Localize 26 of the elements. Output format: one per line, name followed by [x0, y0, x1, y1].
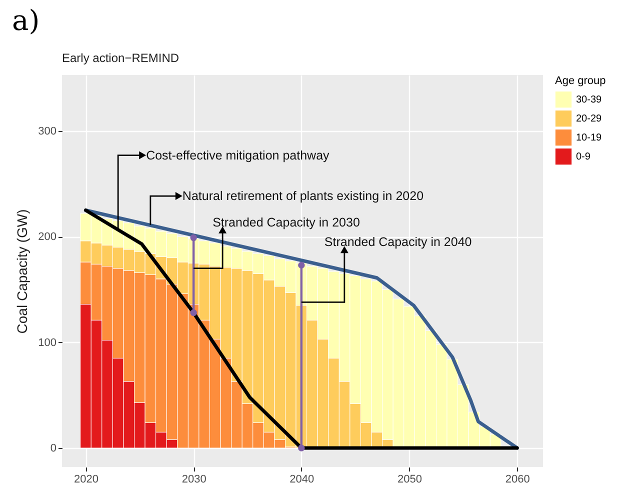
x-tick-label: 2030 — [182, 474, 206, 486]
y-axis-title: Coal Capacity (GW) — [14, 209, 30, 334]
legend-label: 30-39 — [576, 94, 602, 106]
chart-title: Early action−REMIND — [62, 51, 180, 65]
legend-label: 20-29 — [576, 114, 602, 124]
y-tick-label: 200 — [38, 231, 56, 244]
legend-label: 0-9 — [576, 152, 591, 162]
point — [190, 234, 197, 242]
x-tick-label: 2060 — [505, 474, 530, 486]
annotation: Natural retirement of plants existing in 2020 — [182, 189, 424, 204]
annotation: Cost-effective mitigation pathway — [146, 148, 330, 162]
x-tick-label: 2040 — [290, 474, 314, 486]
legend-label: 10-19 — [576, 132, 602, 144]
line-series — [84, 208, 519, 450]
y-tick-label: 300 — [38, 126, 56, 138]
y-tick-label: 100 — [38, 336, 56, 349]
text: a) — [12, 4, 40, 37]
annotation: Stranded Capacity in 2040 — [324, 235, 472, 250]
x-tick-label: 2050 — [398, 474, 422, 486]
point — [298, 262, 305, 269]
annotation: Stranded Capacity in 2030 — [212, 215, 360, 230]
x-tick-label: 2020 — [74, 474, 98, 486]
y-tick-label: 0 — [50, 442, 56, 454]
legend-title: Age group — [555, 75, 606, 87]
point — [190, 309, 197, 316]
point — [298, 444, 305, 452]
